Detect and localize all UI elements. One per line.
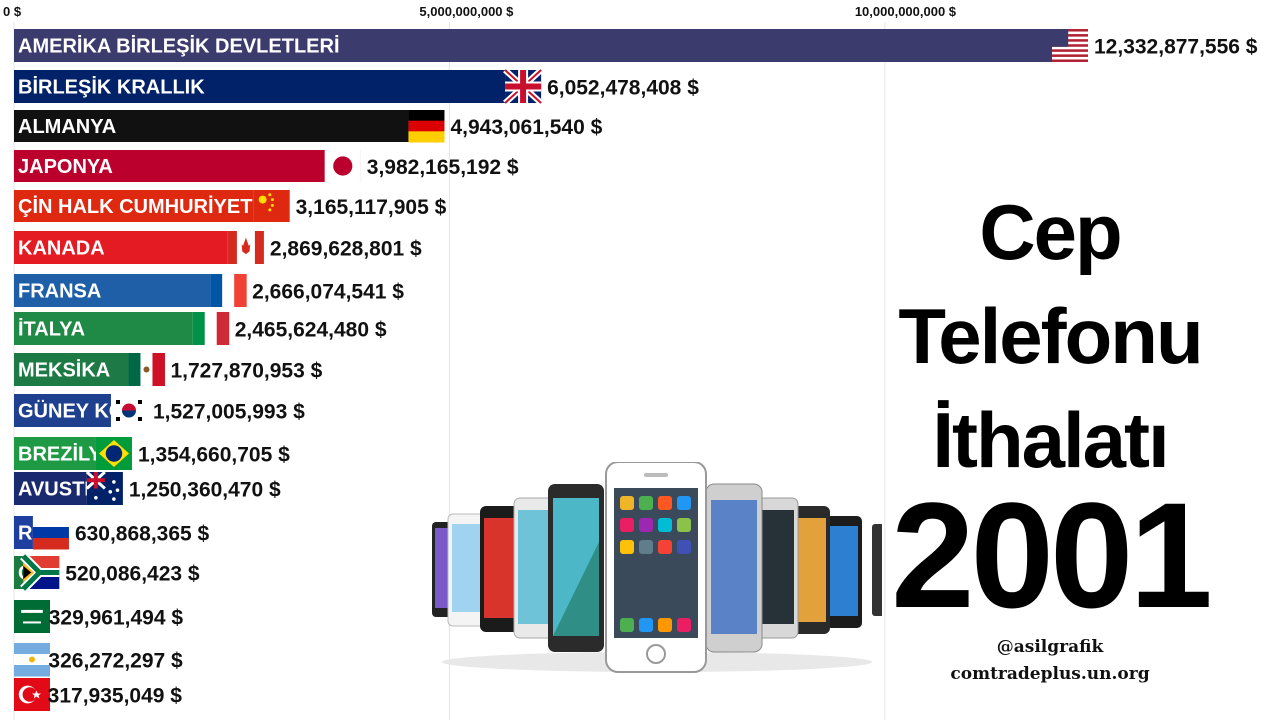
bar-value-label: 326,272,297 $ — [48, 650, 183, 673]
year-label: 2001 — [891, 471, 1213, 639]
bar-value-label: 1,727,870,953 $ — [170, 360, 322, 383]
chart-title: Cep Telefonu İthalatı — [880, 180, 1220, 492]
bar-category-label: ÇİN HALK CUMHURİYETİ — [18, 195, 258, 218]
bar-value-label: 630,868,365 $ — [75, 523, 210, 546]
bar-category-label: İTALYA — [18, 318, 85, 341]
argentina-flag — [14, 643, 50, 677]
bar-value-label: 1,527,005,993 $ — [153, 401, 305, 424]
italy-flag — [192, 312, 230, 345]
bar-value-label: 1,354,660,705 $ — [138, 444, 290, 467]
bar-row: İTALYA 2,465,624,480 $ — [14, 312, 387, 345]
bar-value-label: 2,666,074,541 $ — [252, 281, 404, 304]
bar-value-label: 329,961,494 $ — [49, 607, 184, 630]
saudi-arabia-flag — [14, 600, 50, 633]
bar-category-label: ALMANYA — [18, 116, 116, 138]
turkey-flag — [14, 678, 50, 711]
bar-value-label: 3,165,117,905 $ — [296, 196, 447, 219]
bar-category-label: MEKSİKA — [18, 359, 110, 382]
bar-value-label: 3,982,165,192 $ — [367, 156, 519, 179]
uk-flag — [503, 67, 544, 106]
bar-category-label: KANADA — [18, 238, 105, 260]
bar-row: BİRLEŞİK KRALLIK 6,052,478,408 $ — [14, 67, 699, 106]
bar-value-label: 2,465,624,480 $ — [235, 319, 387, 342]
bar-value-label: 12,332,877,556 $ — [1094, 36, 1258, 59]
credit-source: comtradeplus.un.org — [950, 664, 1150, 684]
bar-row: AMERİKA BİRLEŞİK DEVLETLERİ 12,332,877,55… — [14, 29, 1258, 62]
bar-category-label: JAPONYA — [18, 156, 113, 178]
bar-category-label: BİRLEŞİK KRALLIK — [18, 76, 205, 99]
bar-category-label: AMERİKA BİRLEŞİK DEVLETLERİ — [18, 35, 340, 58]
bar — [14, 110, 445, 142]
bar-row: GÜNEY KORE 1,527,005,993 $ — [14, 394, 305, 427]
bar-value-label: 317,935,049 $ — [48, 685, 183, 708]
mexico-flag — [128, 353, 165, 386]
canada-flag — [227, 231, 264, 264]
bar — [14, 150, 361, 182]
bar-value-label: 520,086,423 $ — [65, 563, 200, 586]
bar-row: FRANSA 2,666,074,541 $ — [14, 274, 404, 307]
bar-row: RUSYA630,868,365 $ — [14, 516, 210, 550]
bar-value-label: 6,052,478,408 $ — [547, 77, 699, 100]
south-africa-flag — [20, 552, 60, 593]
x-tick-label: 0 $ — [3, 4, 22, 19]
title-line-2: Telefonu — [898, 292, 1203, 380]
china-flag — [253, 190, 290, 222]
bar — [14, 29, 1088, 62]
bar-row: KANADA 2,869,628,801 $ — [14, 231, 422, 264]
japan-flag — [324, 150, 361, 182]
bar-value-label: 4,943,061,540 $ — [450, 116, 602, 139]
title-line-1: Cep — [979, 188, 1122, 276]
bar-category-label: BREZİLYA — [18, 443, 114, 466]
title-line-3: İthalatı — [932, 396, 1169, 484]
x-tick-label: 10,000,000,000 $ — [855, 4, 957, 19]
credit-handle: @asilgrafik — [996, 637, 1104, 657]
germany-flag — [408, 110, 445, 143]
bar — [14, 190, 290, 222]
bar-value-label: 2,869,628,801 $ — [270, 238, 422, 261]
bar-category-label: FRANSA — [18, 281, 101, 303]
france-flag — [210, 274, 247, 307]
bar-row: ÇİN HALK CUMHURİYETİ 3,165,117,905 $ — [14, 190, 447, 222]
brazil-flag — [95, 437, 132, 470]
bar — [14, 231, 264, 264]
bar — [14, 70, 542, 103]
bar-row: BREZİLYA 1,354,660,705 $ — [14, 437, 290, 470]
bar — [14, 274, 247, 307]
x-tick-label: 5,000,000,000 $ — [419, 4, 514, 19]
smartphones-illustration — [432, 461, 884, 674]
usa-flag — [1052, 29, 1088, 62]
russia-flag — [32, 516, 69, 550]
australia-flag — [85, 470, 123, 505]
south-korea-flag — [110, 394, 147, 427]
bar-value-label: 1,250,360,470 $ — [129, 479, 281, 502]
bar-row: JAPONYA 3,982,165,192 $ — [14, 150, 519, 182]
bar-row: MEKSİKA 1,727,870,953 $ — [14, 353, 323, 386]
bar-row: ALMANYA 4,943,061,540 $ — [14, 110, 603, 143]
